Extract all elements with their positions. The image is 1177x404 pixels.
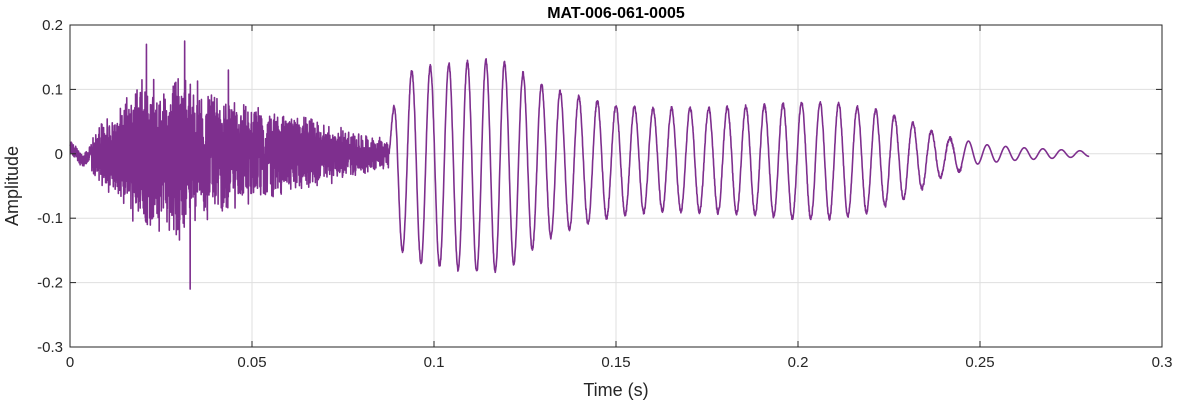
x-tick-label: 0.3: [1152, 354, 1173, 371]
x-tick-label: 0.2: [788, 354, 809, 371]
ticks: 0 0.05 0.1 0.15 0.2 0.25 0.3 -0.3 -0.2 -0.1 0 0.1 0.…: [37, 17, 1172, 371]
y-tick-label: -0.1: [37, 210, 63, 227]
y-tick-label: -0.3: [37, 339, 63, 356]
y-axis-title: Amplitude: [2, 146, 22, 226]
data-layer: [69, 40, 1090, 290]
chart-title: MAT-006-061-0005: [547, 5, 685, 22]
y-tick-label: 0.2: [42, 17, 63, 34]
y-tick-label: 0: [55, 146, 63, 163]
x-tick-label: 0.15: [601, 354, 630, 371]
x-tick-label: 0.25: [965, 354, 994, 371]
x-axis-title: Time (s): [583, 380, 648, 400]
x-tick-label: 0: [66, 354, 74, 371]
y-tick-label: 0.1: [42, 81, 63, 98]
y-tick-label: -0.2: [37, 275, 63, 292]
series-line-amplitude: [69, 40, 1090, 290]
x-tick-label: 0.05: [237, 354, 266, 371]
x-tick-label: 0.1: [424, 354, 445, 371]
